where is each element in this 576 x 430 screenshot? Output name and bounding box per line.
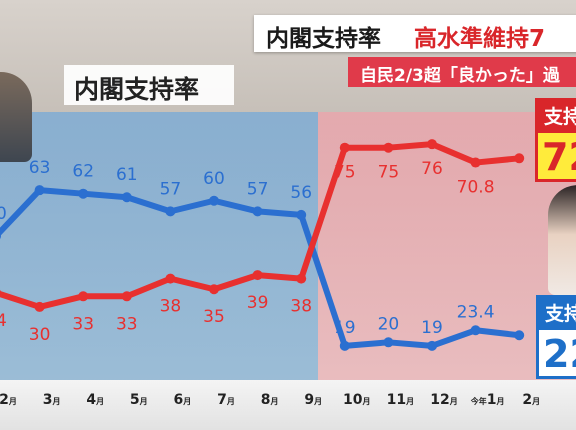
nonsupport-point xyxy=(121,192,132,203)
support-point xyxy=(470,157,481,168)
support-point xyxy=(34,301,45,312)
headline-main: 内閣支持率 xyxy=(266,26,381,52)
x-tick-label: 11月 xyxy=(387,392,414,408)
support-point xyxy=(383,142,394,153)
former-prime-minister-photo xyxy=(0,72,32,162)
nonsupport-data-label: 19 xyxy=(334,318,356,338)
support-data-label: 75 xyxy=(334,163,356,183)
subheadline-box: 自民2/3超「良かった」過 xyxy=(348,57,576,87)
x-tick-label: 6月 xyxy=(174,392,192,408)
x-tick-label: 2月 xyxy=(522,392,540,408)
support-point xyxy=(121,291,132,302)
x-tick-label: 今年1月 xyxy=(470,392,505,408)
x-tick-label: 7月 xyxy=(217,392,235,408)
subheadline: 自民2/3超「良かった」過 xyxy=(360,66,560,86)
nonsupport-data-label: 19 xyxy=(421,318,443,338)
support-point xyxy=(209,284,219,295)
nonsupport-data-label: 56 xyxy=(290,183,312,203)
support-data-label: 38 xyxy=(290,297,312,317)
support-badge: 支持 72 xyxy=(535,98,576,182)
nonsupport-point xyxy=(165,206,176,217)
support-point xyxy=(165,273,176,284)
support-data-label: 39 xyxy=(247,293,269,313)
nonsupport-data-label: 23.4 xyxy=(457,302,495,322)
chart-label-box: 内閣支持率 xyxy=(64,65,234,105)
nonsupport-badge: 支持 22 xyxy=(536,295,576,379)
support-point xyxy=(78,291,89,302)
x-axis-strip xyxy=(0,380,576,430)
x-tick-label: 8月 xyxy=(261,392,279,408)
current-cabinet-zone xyxy=(318,112,576,380)
support-data-label: 30 xyxy=(29,325,51,345)
nonsupport-point xyxy=(514,330,525,341)
nonsupport-point xyxy=(470,325,481,336)
nonsupport-point xyxy=(78,188,89,199)
x-tick-label: 2月 xyxy=(0,392,17,408)
support-data-label: 35 xyxy=(203,307,225,327)
support-point xyxy=(514,153,525,164)
nonsupport-point xyxy=(252,206,263,217)
nonsupport-data-label: 50 xyxy=(0,204,7,224)
nonsupport-point xyxy=(34,185,45,196)
support-data-label: 76 xyxy=(421,159,443,179)
support-point xyxy=(296,273,307,284)
nonsupport-data-label: 62 xyxy=(72,162,94,182)
support-data-label: 33 xyxy=(116,314,138,334)
headline-box: 内閣支持率 高水準維持7 xyxy=(254,15,576,52)
nonsupport-data-label: 57 xyxy=(247,179,269,199)
x-tick-label: 5月 xyxy=(130,392,148,408)
nonsupport-point xyxy=(296,209,307,220)
x-tick-label: 12月 xyxy=(430,392,457,408)
nonsupport-badge-value: 22 xyxy=(543,332,576,376)
nonsupport-data-label: 20 xyxy=(378,314,400,334)
nonsupport-data-label: 60 xyxy=(203,169,225,189)
support-point xyxy=(427,139,437,150)
support-point xyxy=(252,270,263,281)
x-tick-label: 10月 xyxy=(343,392,370,408)
support-badge-label: 支持 xyxy=(538,101,576,133)
x-tick-label: 3月 xyxy=(43,392,61,408)
nonsupport-data-label: 57 xyxy=(160,179,182,199)
support-data-label: 75 xyxy=(378,163,400,183)
nonsupport-data-label: 61 xyxy=(116,165,138,185)
support-badge-value: 72 xyxy=(542,135,576,179)
support-data-label: 33 xyxy=(72,314,94,334)
nonsupport-point xyxy=(427,340,437,351)
support-data-label: 34 xyxy=(0,311,7,331)
x-tick-label: 9月 xyxy=(304,392,322,408)
x-tick-label: 4月 xyxy=(86,392,104,408)
chart-label: 内閣支持率 xyxy=(74,75,200,104)
support-data-label: 70.8 xyxy=(457,178,495,198)
nonsupport-point xyxy=(339,340,350,351)
nonsupport-badge-label: 支持 xyxy=(539,298,576,330)
prime-minister-photo xyxy=(548,185,576,295)
support-point xyxy=(0,289,1,296)
headline-accent: 高水準維持7 xyxy=(414,26,546,52)
nonsupport-point xyxy=(0,233,1,240)
nonsupport-point xyxy=(383,337,394,348)
support-point xyxy=(339,142,350,153)
nonsupport-data-label: 63 xyxy=(29,158,51,178)
nonsupport-point xyxy=(209,195,219,206)
support-data-label: 38 xyxy=(160,297,182,317)
previous-cabinet-zone xyxy=(0,112,318,380)
